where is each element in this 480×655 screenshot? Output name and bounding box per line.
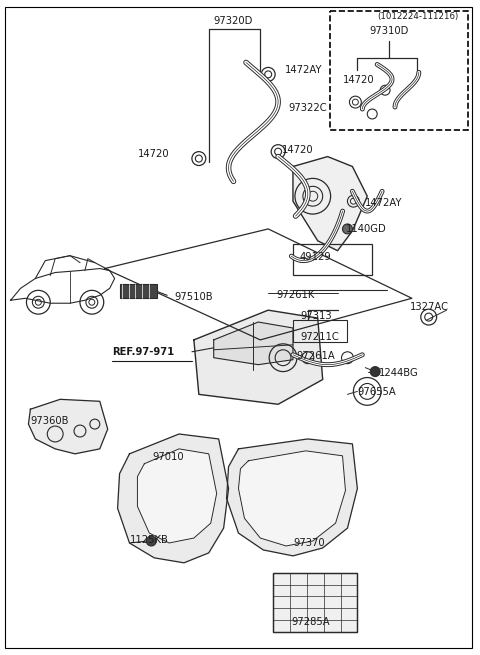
Text: 1140GD: 1140GD xyxy=(346,224,386,234)
Text: 1244BG: 1244BG xyxy=(379,367,419,377)
Polygon shape xyxy=(194,310,323,404)
Polygon shape xyxy=(214,322,293,365)
Circle shape xyxy=(370,367,380,377)
Bar xyxy=(120,284,157,298)
Polygon shape xyxy=(293,157,367,251)
Polygon shape xyxy=(28,400,108,454)
Text: 14720: 14720 xyxy=(282,145,314,155)
Bar xyxy=(293,320,348,342)
Text: 97510B: 97510B xyxy=(174,292,213,302)
Text: (1012224-111216): (1012224-111216) xyxy=(377,12,458,22)
Polygon shape xyxy=(227,439,358,556)
Polygon shape xyxy=(137,449,216,543)
Text: 97322C: 97322C xyxy=(288,103,326,113)
Bar xyxy=(273,572,358,632)
Polygon shape xyxy=(118,434,228,563)
Text: 97310D: 97310D xyxy=(370,26,409,36)
Text: 14720: 14720 xyxy=(137,149,169,159)
Text: 97261A: 97261A xyxy=(296,350,335,361)
Text: 1327AC: 1327AC xyxy=(410,302,449,312)
Text: 97320D: 97320D xyxy=(214,16,253,26)
Text: 97261K: 97261K xyxy=(276,290,314,300)
Text: REF.97-971: REF.97-971 xyxy=(112,346,174,357)
Polygon shape xyxy=(239,451,346,546)
Bar xyxy=(273,572,358,632)
Text: 97285A: 97285A xyxy=(291,617,330,627)
Text: 97370: 97370 xyxy=(293,538,324,548)
Text: 49129: 49129 xyxy=(300,252,332,261)
Text: 97360B: 97360B xyxy=(30,416,69,426)
Text: 1125KB: 1125KB xyxy=(130,535,168,545)
Bar xyxy=(293,244,372,276)
Circle shape xyxy=(146,536,156,546)
Text: 97010: 97010 xyxy=(152,452,184,462)
Text: 97655A: 97655A xyxy=(358,387,396,398)
Circle shape xyxy=(343,224,352,234)
Text: 97211C: 97211C xyxy=(300,332,339,342)
Text: 1472AY: 1472AY xyxy=(285,66,323,75)
Text: 1472AY: 1472AY xyxy=(365,198,403,208)
Text: 14720: 14720 xyxy=(343,75,374,85)
Bar xyxy=(330,11,468,130)
Text: 97313: 97313 xyxy=(300,311,332,321)
